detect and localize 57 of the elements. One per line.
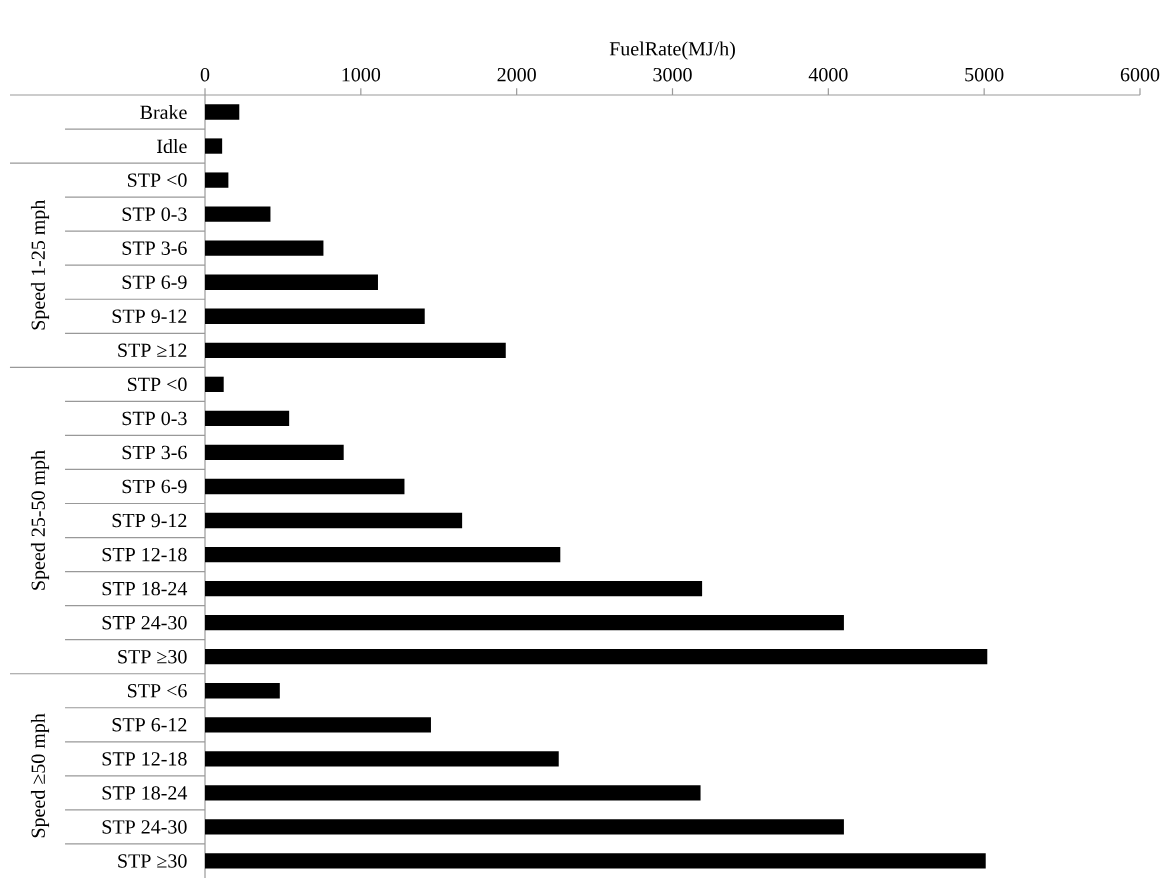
y-tick-label: Idle — [157, 139, 187, 154]
y-tick-label: STP 6-12 — [112, 718, 187, 732]
bar — [205, 853, 986, 869]
y-tick-label: STP 12-18 — [102, 752, 187, 766]
text: Speed 1-25 mph — [30, 199, 50, 330]
bar — [205, 751, 559, 767]
bar — [205, 717, 431, 733]
bar — [205, 308, 425, 324]
y-tick-label: STP 9-12 — [112, 513, 187, 528]
x-axis-title: FuelRate(MJ/h) — [609, 41, 735, 60]
y-tick-label: STP 6-9 — [122, 275, 187, 289]
bar — [205, 138, 223, 154]
x-tick-label: 5000 — [965, 67, 1004, 82]
bar — [205, 649, 988, 665]
y-tick-label: STP 9-12 — [112, 309, 187, 323]
bar — [205, 342, 506, 358]
y-tick-label: Brake — [140, 104, 187, 120]
y-tick-label: STP <6 — [128, 684, 187, 698]
bar — [205, 410, 290, 427]
bar — [205, 206, 271, 222]
y-tick-label: STP 3-6 — [122, 241, 187, 255]
y-tick-label: STP 12-18 — [102, 547, 187, 562]
bar — [205, 444, 344, 461]
y-tick-label: STP 18-24 — [102, 786, 188, 800]
x-tick-label: 3000 — [653, 67, 692, 82]
y-tick-label: STP <0 — [128, 377, 187, 392]
bar — [205, 478, 405, 495]
bar — [205, 615, 844, 631]
y-tick-label: STP 3-6 — [122, 445, 187, 460]
bar — [205, 104, 240, 120]
y-tick-label: STP 24-30 — [102, 820, 187, 834]
bar — [205, 274, 378, 290]
y-tick-label: STP ≥30 — [118, 854, 187, 868]
bar — [205, 785, 701, 801]
bar — [205, 240, 324, 256]
bar — [205, 819, 844, 835]
y-tick-label: STP 24-30 — [102, 615, 187, 630]
x-tick-label: 6000 — [1120, 67, 1160, 82]
y-tick-label: STP ≥30 — [118, 649, 187, 664]
x-tick-label: 4000 — [808, 67, 848, 82]
bar — [205, 376, 224, 393]
y-tick-label: STP 6-9 — [122, 479, 187, 494]
bar — [205, 683, 280, 699]
y-tick-label: STP ≥12 — [118, 343, 187, 358]
bar — [205, 172, 229, 188]
y-tick-label: STP 0-3 — [122, 411, 187, 426]
bar — [205, 546, 561, 563]
x-tick-label: 1000 — [342, 67, 381, 82]
y-tick-label: STP 18-24 — [102, 581, 188, 596]
bar — [205, 512, 463, 529]
bar — [205, 580, 703, 597]
x-tick-label: 0 — [200, 67, 210, 82]
y-tick-label: STP 0-3 — [122, 207, 187, 221]
text: Speed ≥50 mph — [30, 713, 50, 838]
x-tick-label: 2000 — [497, 67, 536, 82]
y-tick-label: STP <0 — [128, 173, 187, 187]
text: Speed 25-50 mph — [30, 450, 50, 590]
